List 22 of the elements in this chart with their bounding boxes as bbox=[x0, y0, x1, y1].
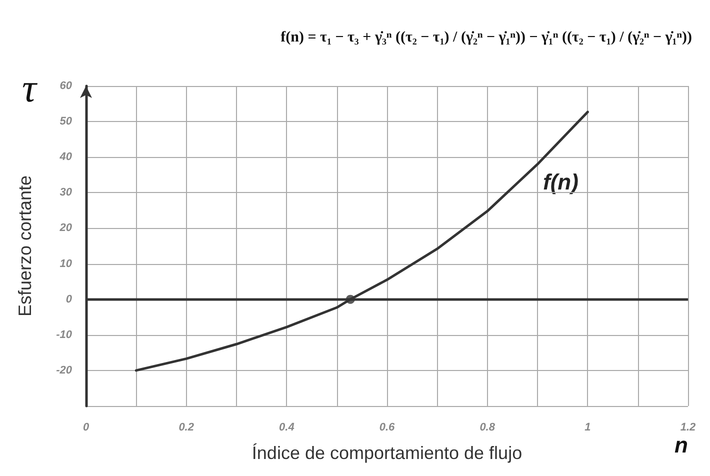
x-tick-label: 0.4 bbox=[279, 422, 294, 434]
x-tick-label: 1 bbox=[584, 422, 591, 434]
x-tick-label: 0.2 bbox=[178, 422, 194, 434]
x-tick-label: 0.8 bbox=[480, 422, 496, 434]
x-tick-label: 0.6 bbox=[379, 422, 396, 434]
y-tick-label: 0 bbox=[66, 293, 73, 306]
y-tick-label: -20 bbox=[56, 364, 73, 376]
x-tick-label: 0 bbox=[82, 422, 90, 434]
x-axis-title: Índice de comportamiento de flujo bbox=[252, 443, 522, 463]
y-tick-label: 10 bbox=[60, 258, 73, 270]
x-tick-label: 1.2 bbox=[680, 422, 696, 434]
y-axis-title: Esfuerzo cortante bbox=[15, 175, 35, 317]
text: f(n) = τ₁ − τ₃ + γ̇₃ⁿ ((τ₂ − τ₁) / (γ̇₂ⁿ − γ̇₁ⁿ)) − γ̇₁ⁿ ((τ₂ − τ₁) / (γ̇₂ⁿ − γ̇₁ⁿ)) bbox=[280, 30, 692, 46]
y-tick-label: 20 bbox=[58, 222, 73, 234]
annotation: f(n) bbox=[543, 170, 578, 194]
y-tick-label: 30 bbox=[60, 186, 73, 199]
text: τ bbox=[22, 66, 38, 110]
text: n bbox=[674, 432, 688, 458]
y-tick-label: 50 bbox=[60, 116, 73, 128]
y-tick-label: 40 bbox=[58, 151, 73, 164]
y-tick-label: -10 bbox=[56, 328, 73, 341]
y-tick-label: 60 bbox=[60, 80, 73, 92]
